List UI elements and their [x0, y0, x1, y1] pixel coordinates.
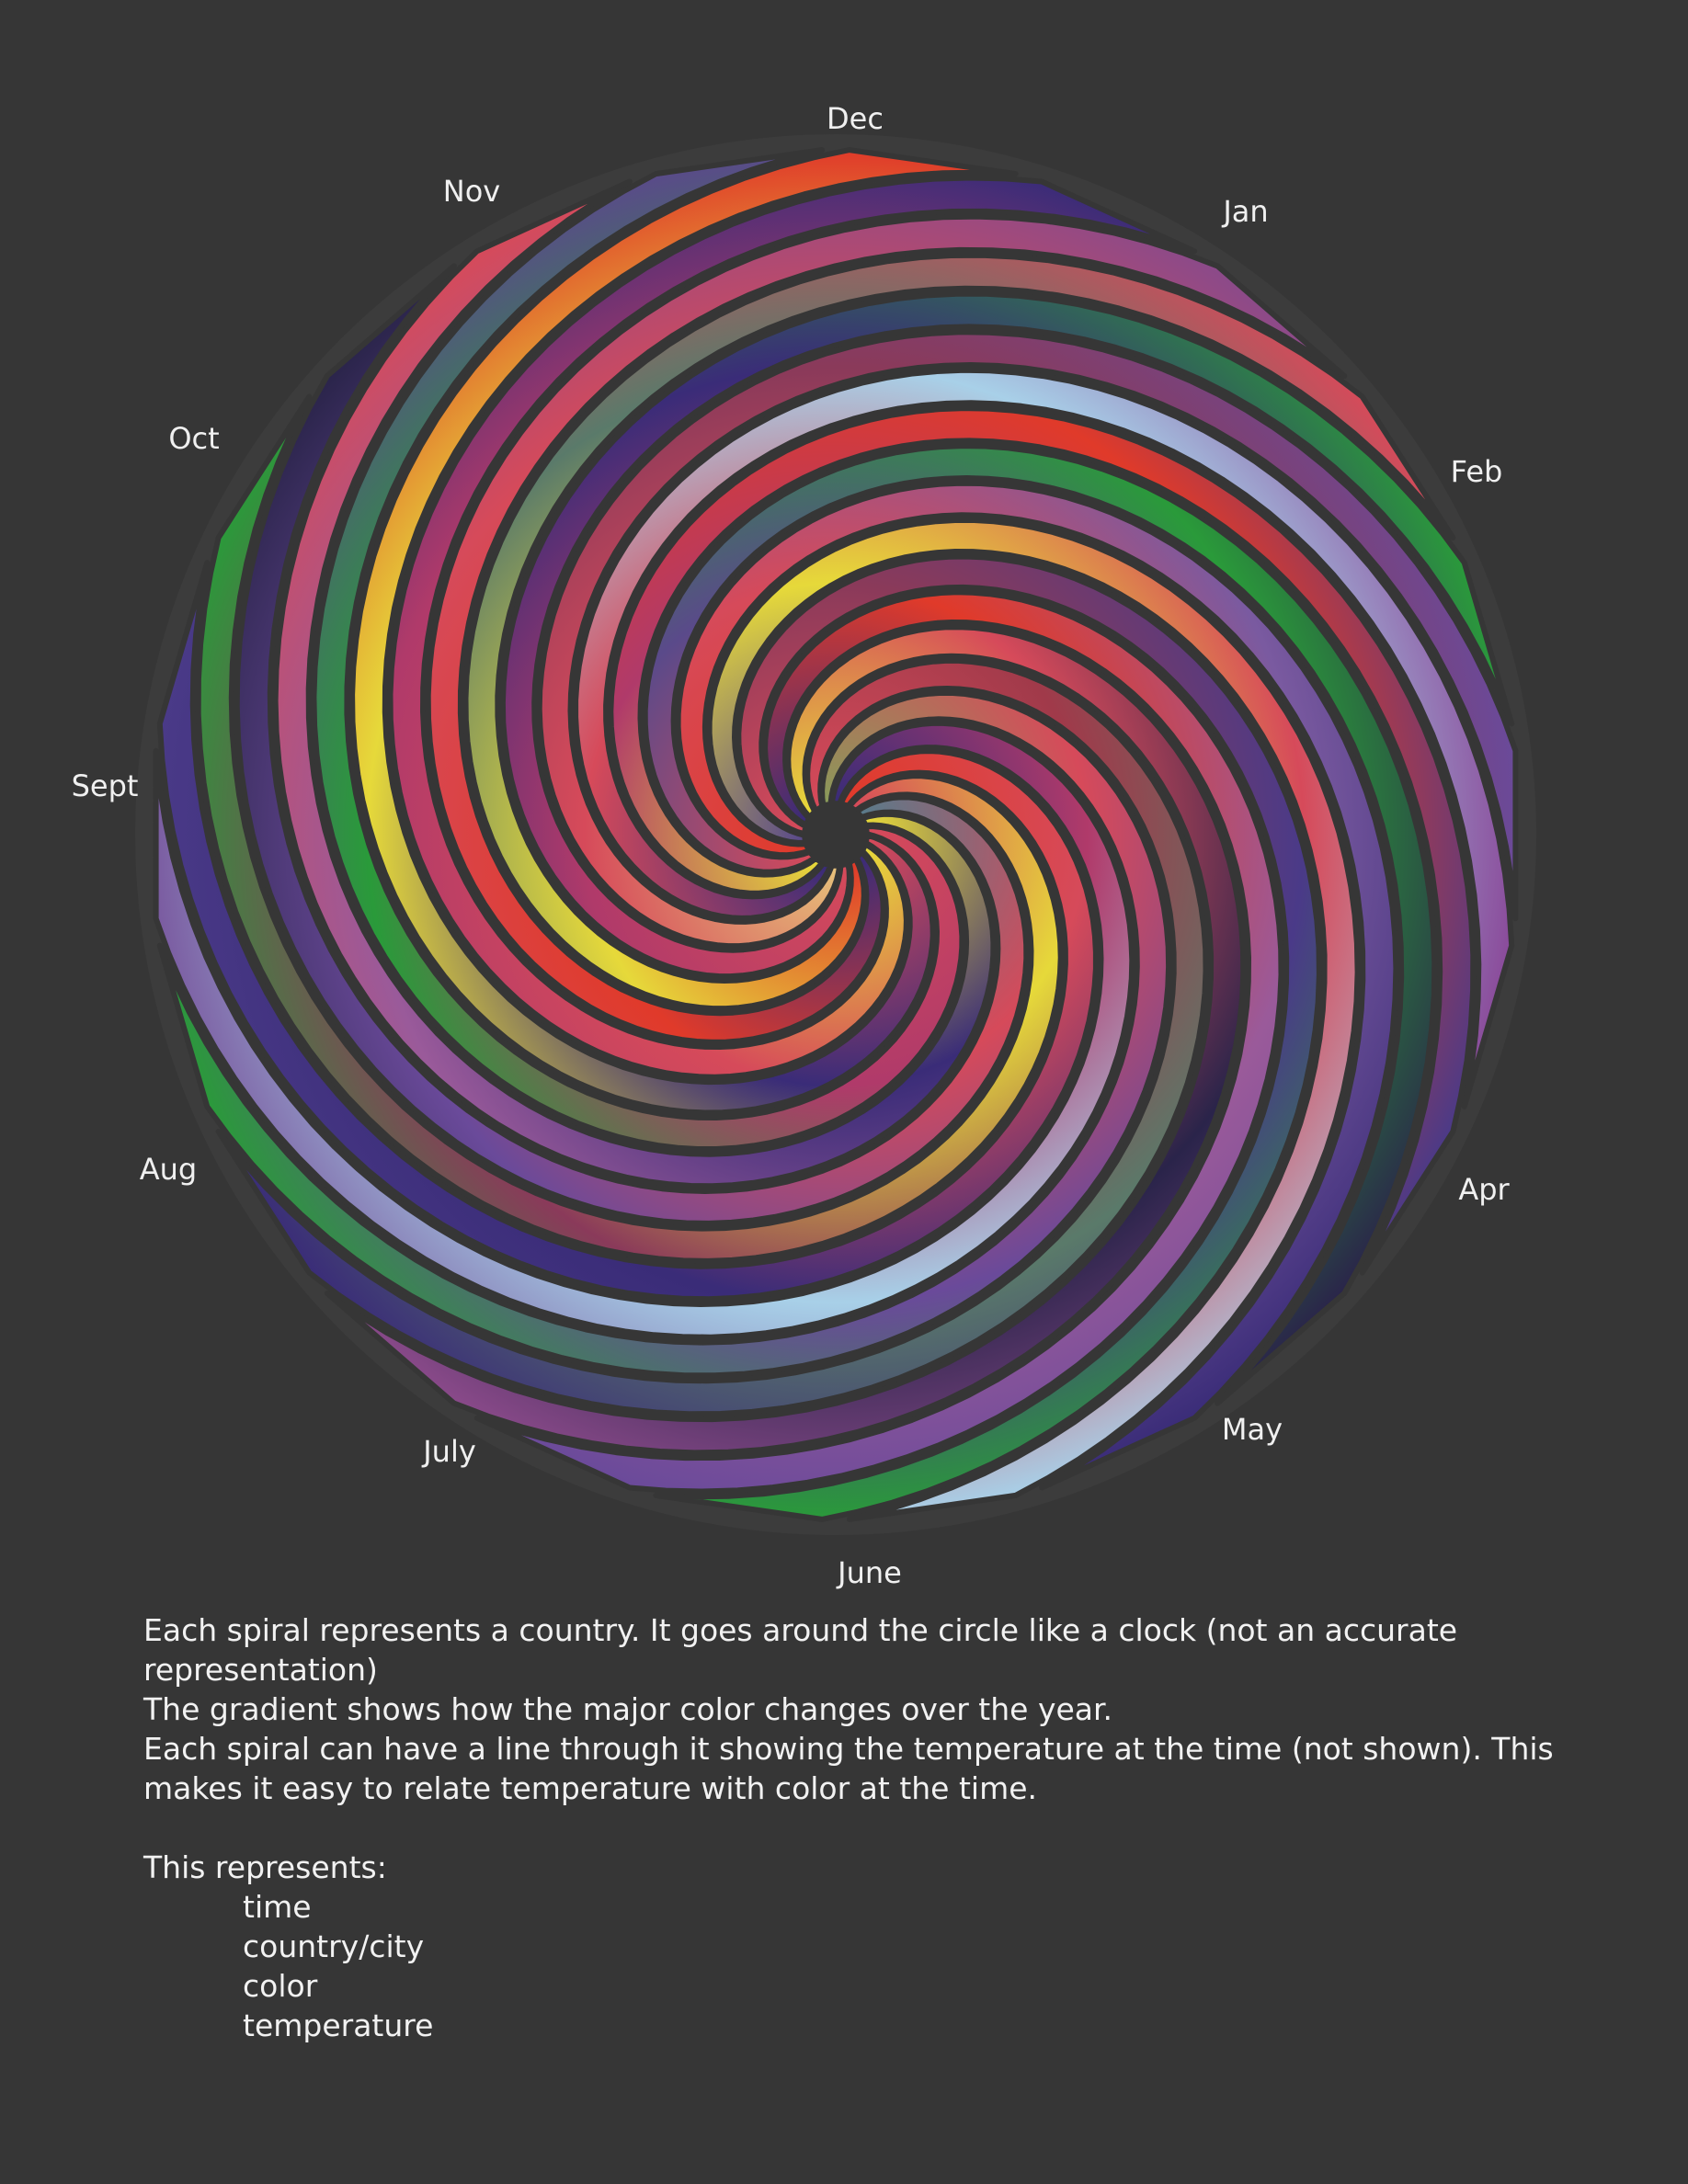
month-label-feb: Feb [1451, 454, 1503, 489]
month-label-june: June [836, 1555, 902, 1590]
month-label-jan: Jan [1221, 194, 1268, 229]
spiral-arm [272, 178, 997, 1189]
month-label-dec: Dec [827, 101, 884, 136]
spiral-arm [195, 393, 1064, 1264]
represents-list: time country/city color temperature [143, 1887, 1578, 2045]
spiral-arm [324, 624, 1247, 1456]
month-label-may: May [1222, 1412, 1283, 1447]
spiral-arm [425, 213, 1348, 1045]
month-label-apr: Apr [1458, 1172, 1510, 1207]
represents-title: This represents: [143, 1849, 387, 1885]
spiral-arm [349, 147, 1019, 1116]
spiral-arm [642, 443, 1438, 1406]
description-paragraph: The gradient shows how the major color c… [143, 1691, 1113, 1727]
spiral-arm [536, 329, 1519, 950]
description-block: Each spiral represents a country. It goe… [143, 1610, 1578, 2045]
spiral-center [804, 803, 867, 866]
month-label-nov: Nov [443, 174, 500, 209]
spiral-arm [153, 720, 1135, 1340]
spiral-arm [653, 553, 1322, 1522]
spiral-arm [608, 405, 1477, 1276]
spiral-arm [675, 480, 1399, 1491]
month-label-aug: Aug [140, 1152, 197, 1187]
spiral-arm [215, 657, 1209, 1417]
description-paragraph: Each spiral represents a country. It goe… [143, 1612, 1458, 1688]
description-paragraph: Each spiral can have a line through it s… [143, 1731, 1554, 1806]
represents-item: temperature [243, 2008, 434, 2043]
spiral-arms [153, 147, 1519, 1522]
spiral-arm [156, 560, 1099, 1302]
spiral-arm [573, 367, 1515, 1109]
spiral-arm [473, 589, 1284, 1495]
month-label-sept: Sept [72, 768, 139, 803]
spiral-arm [387, 175, 1198, 1080]
month-label-july: July [421, 1434, 476, 1469]
spiral-arm [156, 689, 1172, 1379]
represents-item: country/city [243, 1928, 425, 1964]
spiral-arm [234, 263, 1030, 1226]
spiral-diagram: Dec Jan Feb Apr May June July Aug Sept O… [71, 101, 1519, 1590]
represents-item: time [243, 1889, 312, 1925]
spiral-arm [462, 252, 1456, 1012]
represents-item: color [243, 1968, 318, 2004]
spiral-arm [311, 147, 965, 1152]
spiral-arm [499, 290, 1515, 980]
month-label-oct: Oct [168, 421, 219, 456]
spiral-arm [706, 518, 1361, 1522]
